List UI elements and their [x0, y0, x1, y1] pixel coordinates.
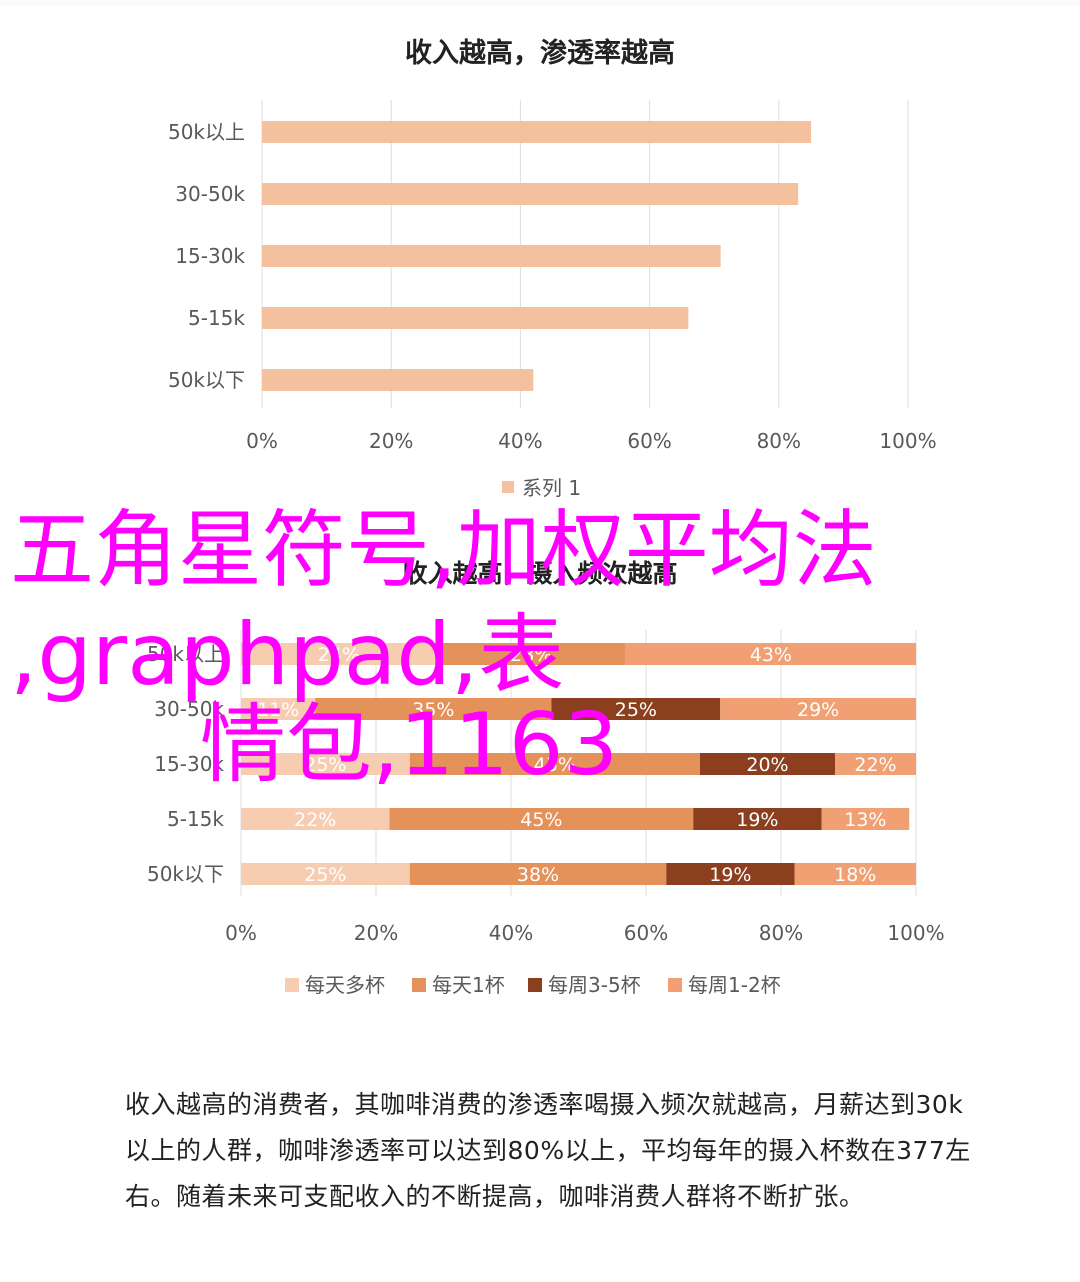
data-label: 35%: [412, 699, 454, 721]
bar: [262, 369, 534, 391]
x-tick-label: 20%: [354, 921, 398, 945]
data-label: 20%: [746, 754, 788, 776]
legend-label: 每天多杯: [305, 973, 385, 997]
legend-label: 每周3-5杯: [548, 973, 641, 997]
penetration-chart: 收入越高，渗透率越高 0% 20% 40% 60% 80% 100% 50k以上 30-50k 1…: [168, 37, 937, 500]
y-tick-label: 30-50k: [175, 182, 245, 206]
bar: [262, 183, 799, 205]
bar-segment: [241, 808, 390, 830]
bar-segment: [821, 808, 910, 830]
bar-segment: [241, 753, 410, 775]
data-label: 25%: [304, 754, 346, 776]
data-label: 22%: [854, 754, 896, 776]
chart-title: 收入越高，摄入频次越高: [402, 559, 677, 588]
x-tick-label: 40%: [498, 429, 542, 453]
bar-segment: [720, 698, 916, 720]
data-label: 25%: [615, 699, 657, 721]
data-label: 25%: [304, 864, 346, 886]
x-tick-label: 100%: [887, 921, 944, 945]
bar-segment: [315, 698, 552, 720]
data-label: 43%: [750, 644, 792, 666]
chart-title: 收入越高，渗透率越高: [405, 37, 675, 69]
x-tick-label: 100%: [879, 429, 936, 453]
y-tick-label: 5-15k: [167, 807, 224, 831]
bar-segment: [241, 643, 437, 665]
bar-segment: [241, 863, 410, 885]
bar-segment: [794, 863, 916, 885]
bar-segment: [389, 808, 694, 830]
data-label: 43%: [534, 754, 576, 776]
bar-segment: [835, 753, 916, 775]
bar-segment: [625, 643, 916, 665]
bar-segment: [409, 863, 667, 885]
data-label: 45%: [520, 809, 562, 831]
y-tick-label: 50k以下: [168, 368, 245, 392]
legend-swatch: [502, 481, 514, 493]
legend-label: 每天1杯: [432, 973, 505, 997]
legend-label: 系列 1: [522, 476, 581, 500]
y-tick-label: 30-50k: [154, 697, 224, 721]
x-tick-label: 0%: [225, 921, 257, 945]
y-tick-label: 50k以下: [147, 862, 224, 886]
bar-segment: [241, 698, 316, 720]
y-tick-label: 5-15k: [188, 306, 245, 330]
legend-swatch: [412, 978, 426, 992]
x-tick-label: 40%: [489, 921, 533, 945]
legend-label: 每周1-2杯: [688, 973, 781, 997]
article-paragraph: 收入越高的消费者，其咖啡消费的渗透率喝摄入频次就越高，月薪达到30k以上的人群，…: [125, 1090, 971, 1211]
legend-swatch: [285, 978, 299, 992]
top-edge: [0, 0, 1080, 6]
bar-segment: [551, 698, 721, 720]
data-label: 29%: [797, 699, 839, 721]
data-label: 28%: [510, 644, 552, 666]
data-label: 19%: [709, 864, 751, 886]
x-tick-label: 80%: [757, 429, 801, 453]
bar-segment: [693, 808, 822, 830]
bar: [262, 121, 812, 143]
x-tick-label: 0%: [246, 429, 278, 453]
bar: [262, 307, 689, 329]
bar: [262, 245, 721, 267]
y-tick-label: 50k以上: [147, 642, 224, 666]
bar-segment: [700, 753, 835, 775]
y-tick-label: 15-30k: [154, 752, 224, 776]
data-label: 19%: [736, 809, 778, 831]
x-tick-label: 80%: [759, 921, 803, 945]
y-tick-label: 15-30k: [175, 244, 245, 268]
data-label: 22%: [294, 809, 336, 831]
legend-swatch: [668, 978, 682, 992]
data-label: 18%: [834, 864, 876, 886]
y-tick-label: 50k以上: [168, 120, 245, 144]
x-tick-label: 20%: [369, 429, 413, 453]
frequency-chart: 收入越高，摄入频次越高 0% 20% 40% 60% 80% 100% 24% 28% 43% 50…: [147, 559, 945, 997]
bar-segment: [666, 863, 795, 885]
x-tick-label: 60%: [624, 921, 668, 945]
data-label: 38%: [517, 864, 559, 886]
bar-segment: [409, 753, 700, 775]
legend-swatch: [528, 978, 542, 992]
data-label: 13%: [844, 809, 886, 831]
x-tick-label: 60%: [627, 429, 671, 453]
data-label: 11%: [257, 699, 299, 721]
data-label: 24%: [318, 644, 360, 666]
bar-segment: [436, 643, 626, 665]
